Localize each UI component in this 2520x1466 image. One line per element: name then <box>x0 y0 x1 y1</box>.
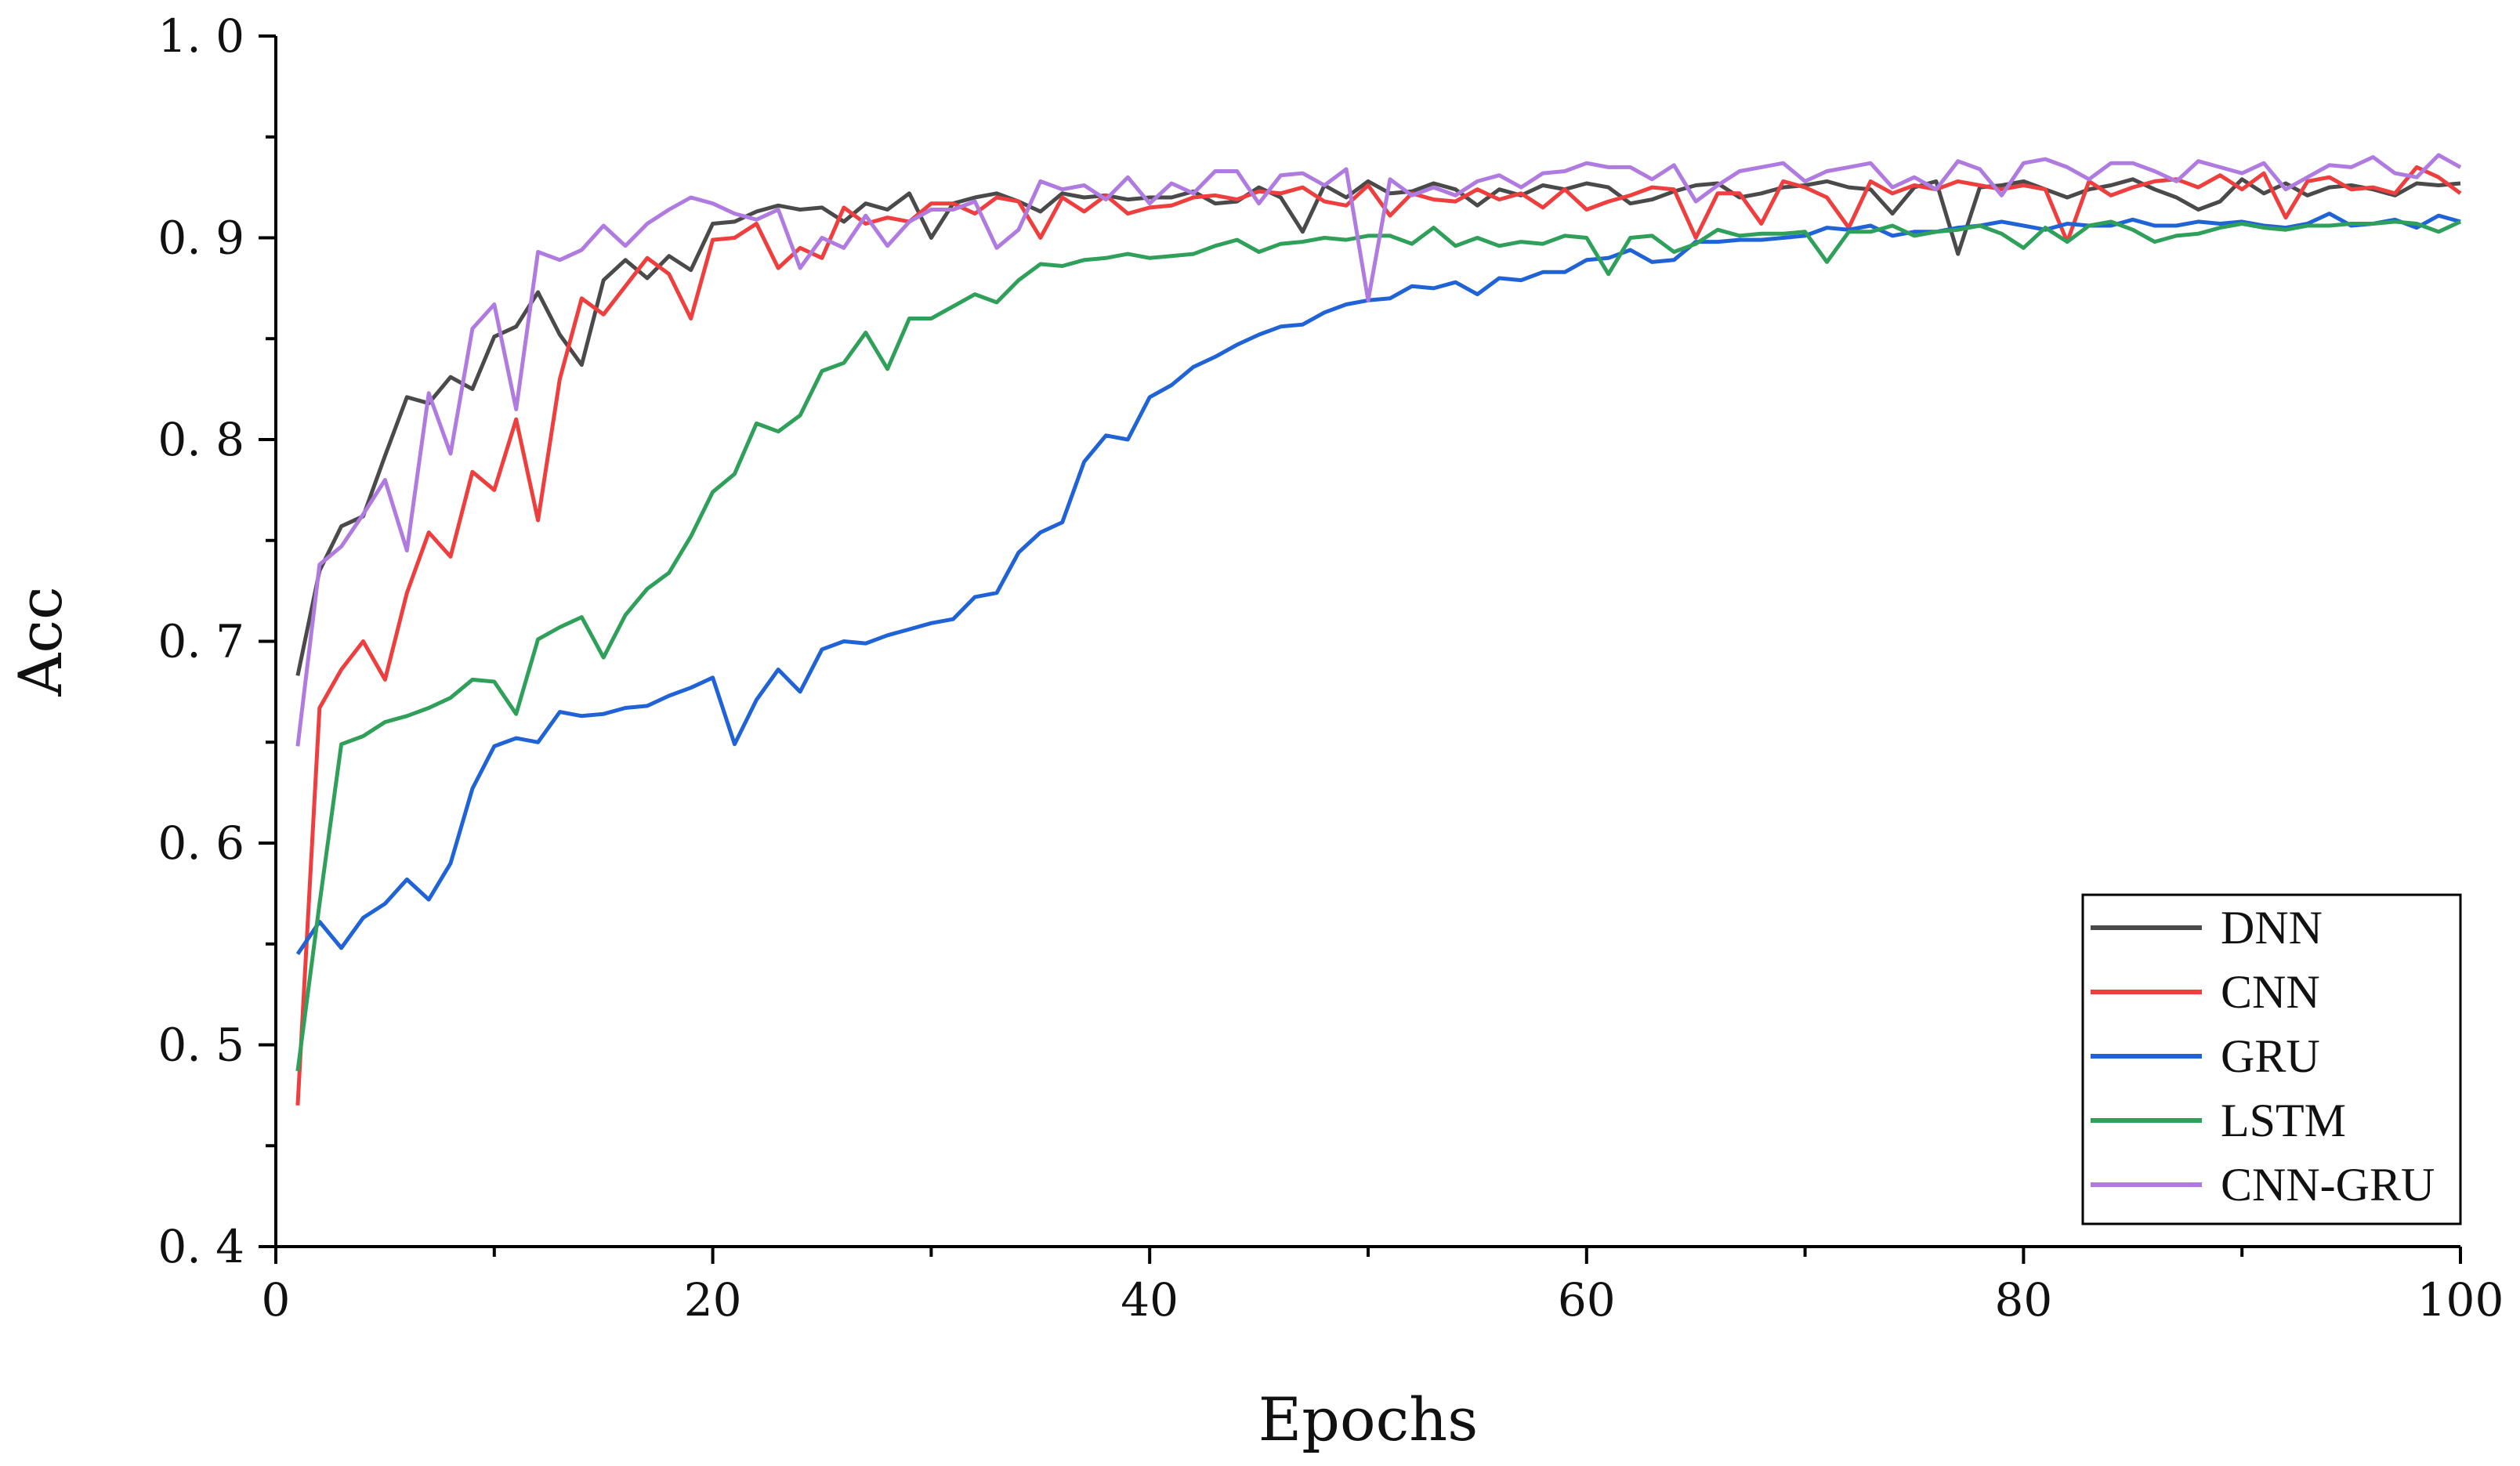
legend-item-lstm: LSTM <box>2091 1095 2346 1146</box>
x-tick-label: 80 <box>1994 1273 2052 1327</box>
y-tick-label: 0. 4 <box>158 1220 244 1273</box>
x-tick-label: 0 <box>262 1273 291 1327</box>
tick-layer: 0 20 40 60 80 100 0. 4 0. 5 0. 6 0. 7 0. 8 0. 9 1. 0 <box>158 9 2504 1327</box>
legend-box <box>2081 893 2462 1225</box>
legend-item-cnn: CNN <box>2091 966 2320 1018</box>
y-tick-label: 0. 8 <box>158 413 244 466</box>
y-tick-label: 0. 6 <box>158 816 244 870</box>
legend-item-dnn: DNN <box>2091 902 2323 954</box>
y-tick-label: 0. 7 <box>158 615 244 668</box>
series-layer <box>295 153 2462 1106</box>
series-line-cnn-gru <box>295 153 2462 747</box>
x-tick-label: 100 <box>2417 1273 2504 1327</box>
x-axis-title: Epochs <box>1258 1385 1478 1454</box>
legend-item-gru: GRU <box>2091 1030 2320 1082</box>
legend-label: GRU <box>2221 1030 2320 1082</box>
legend-label: DNN <box>2221 902 2323 954</box>
y-tick-label: 0. 9 <box>158 212 244 265</box>
legend-label: CNN <box>2221 966 2320 1018</box>
series-gru <box>295 212 2461 956</box>
y-tick-label: 0. 5 <box>158 1019 244 1072</box>
legend-label: LSTM <box>2221 1095 2346 1146</box>
y-tick-label: 1. 0 <box>158 9 244 63</box>
x-tick-label: 20 <box>684 1273 742 1327</box>
x-tick-label: 40 <box>1121 1273 1179 1327</box>
y-axis-title: Acc <box>5 586 75 697</box>
series-line-gru <box>295 212 2461 956</box>
legend-item-cnn-gru: CNN-GRU <box>2091 1159 2435 1211</box>
legend: DNN CNN GRU LSTM CNN-GRU <box>2081 893 2462 1225</box>
legend-label: CNN-GRU <box>2221 1159 2435 1211</box>
series-line-cnn <box>295 165 2462 1106</box>
series-cnn-gru <box>295 153 2462 747</box>
series-cnn <box>295 165 2462 1106</box>
x-tick-label: 60 <box>1558 1273 1616 1327</box>
